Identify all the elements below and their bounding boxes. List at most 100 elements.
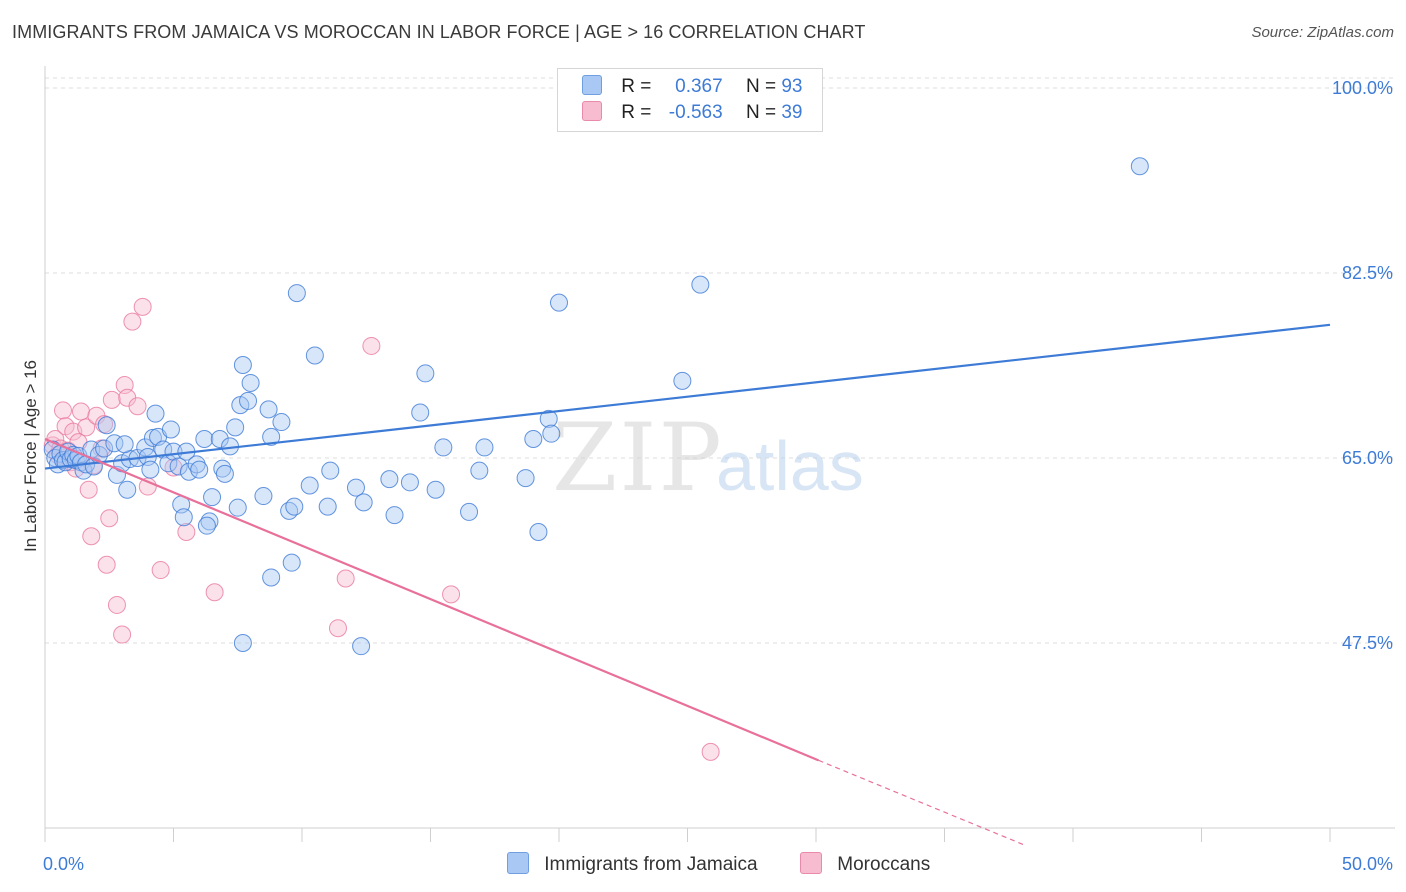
bottom-legend-jamaica: Immigrants from Jamaica <box>507 852 758 876</box>
jamaica-point <box>539 409 558 428</box>
jamaica-point <box>215 464 234 483</box>
y-tick-label: 47.5% <box>1342 633 1393 653</box>
jamaica-point <box>691 275 710 294</box>
watermark-atlas: atlas <box>716 427 864 505</box>
bottom-legend-swatch-jamaica <box>507 852 529 874</box>
legend-row-jamaica: R = 0.367 N = 93 <box>582 75 802 101</box>
moroccans-point <box>79 480 98 499</box>
jamaica-point <box>226 418 245 437</box>
series-jamaica-points <box>43 157 1149 656</box>
jamaica-point <box>228 498 247 517</box>
jamaica-point <box>262 427 281 446</box>
x-tick-label: 50.0% <box>1342 854 1393 874</box>
jamaica-point <box>1130 157 1149 176</box>
jamaica-point <box>146 404 165 423</box>
moroccans-point <box>128 397 147 416</box>
moroccans-point <box>701 742 720 761</box>
jamaica-point <box>550 293 568 312</box>
jamaica-point <box>516 469 535 488</box>
x-tick-label: 0.0% <box>43 854 84 874</box>
jamaica-point <box>352 637 371 656</box>
jamaica-point <box>529 523 548 541</box>
legend-n-label: N = <box>745 102 777 123</box>
jamaica-point <box>174 508 193 527</box>
jamaica-point <box>305 346 324 365</box>
moroccans-point <box>53 401 72 420</box>
y-tick-label: 65.0% <box>1342 448 1393 468</box>
jamaica-point <box>195 429 214 448</box>
legend-r-label: R = <box>621 102 652 123</box>
jamaica-point <box>97 416 116 435</box>
moroccans-point <box>82 527 101 546</box>
jamaica-point <box>169 457 188 476</box>
jamaica-point <box>426 480 445 499</box>
jamaica-point <box>115 435 134 454</box>
jamaica-point <box>411 403 430 422</box>
bottom-legend-moroccans: Moroccans <box>800 852 930 876</box>
jamaica-point <box>190 460 209 479</box>
jamaica-point <box>434 438 453 457</box>
y-tick-label: 82.5% <box>1342 263 1393 283</box>
moroccans-point <box>133 297 152 316</box>
jamaica-point <box>400 473 419 492</box>
jamaica-point <box>187 455 206 474</box>
watermark-zip: ZIP <box>552 404 724 513</box>
jamaica-point <box>460 502 479 521</box>
jamaica-point <box>161 420 180 439</box>
legend-r-value-moroccans: -0.563 <box>668 102 723 123</box>
moroccans-point <box>102 390 121 409</box>
jamaica-point <box>475 438 494 457</box>
jamaica-point <box>262 568 281 587</box>
moroccans-trend-extension <box>818 759 1025 846</box>
jamaica-point <box>673 371 692 390</box>
jamaica-point <box>141 460 160 479</box>
moroccans-point <box>107 595 126 614</box>
jamaica-point <box>300 476 319 495</box>
moroccans-point <box>77 418 96 437</box>
jamaica-point <box>213 459 232 478</box>
bottom-legend-label-jamaica: Immigrants from Jamaica <box>544 854 758 875</box>
legend-n-value-jamaica: 93 <box>781 76 803 97</box>
jamaica-point <box>233 355 252 374</box>
moroccans-point <box>442 585 461 604</box>
bottom-legend-swatch-moroccans <box>800 852 822 874</box>
chart-title: IMMIGRANTS FROM JAMAICA VS MOROCCAN IN L… <box>12 22 866 42</box>
moroccans-point <box>151 561 170 580</box>
source-note: Source: ZipAtlas.com <box>1251 24 1394 41</box>
jamaica-point <box>282 553 301 572</box>
moroccans-point <box>336 569 355 588</box>
moroccans-point <box>362 336 381 355</box>
tick-labels: 47.5% 65.0% 82.5% 100.0% 0.0% 50.0% <box>43 78 1393 874</box>
bottom-legend-label-moroccans: Moroccans <box>837 854 931 875</box>
series-moroccans-points <box>43 297 720 761</box>
moroccans-point <box>205 583 224 602</box>
jamaica-point <box>95 439 114 458</box>
moroccans-point <box>123 312 142 331</box>
jamaica-point <box>354 493 373 512</box>
jamaica-point <box>254 487 273 506</box>
watermark: ZIP atlas <box>552 404 864 513</box>
jamaica-point <box>380 470 399 489</box>
jamaica-point <box>285 497 304 516</box>
legend-r-value-jamaica: 0.367 <box>675 76 723 97</box>
jamaica-point <box>287 284 306 303</box>
jamaica-point <box>321 461 340 480</box>
jamaica-point <box>318 497 337 516</box>
jamaica-point <box>143 428 162 447</box>
jamaica-point <box>272 413 291 432</box>
moroccans-point <box>100 509 119 528</box>
moroccans-point <box>97 555 116 574</box>
legend-swatch-jamaica <box>582 75 602 95</box>
moroccans-trend-line <box>44 437 819 762</box>
jamaica-point <box>210 429 229 448</box>
jamaica-point <box>524 429 543 448</box>
moroccans-point <box>71 402 90 421</box>
jamaica-point <box>259 400 278 419</box>
jamaica-point <box>239 391 258 410</box>
trend-lines <box>44 323 1331 846</box>
jamaica-point <box>346 478 365 497</box>
jamaica-point <box>118 480 137 499</box>
jamaica-point <box>470 461 489 480</box>
legend-r-label: R = <box>621 76 652 97</box>
